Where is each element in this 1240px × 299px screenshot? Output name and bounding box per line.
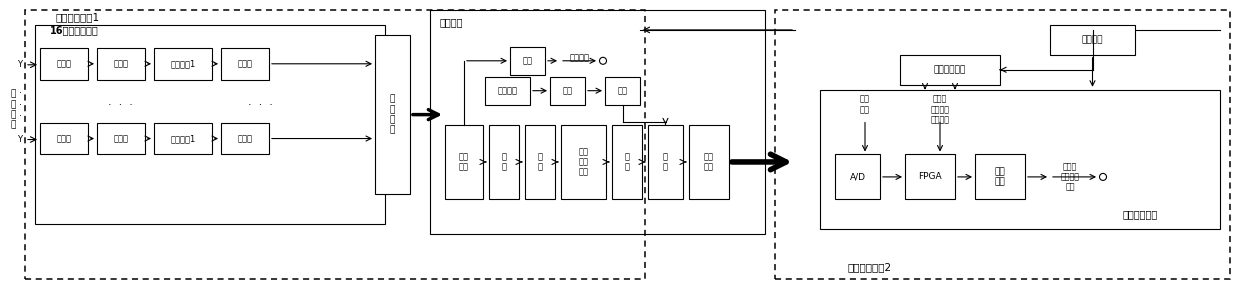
Bar xyxy=(97,48,145,80)
Bar xyxy=(510,47,546,75)
Bar xyxy=(775,10,1230,279)
Text: FPGA: FPGA xyxy=(918,173,942,181)
Text: 接
收
天
线: 接 收 天 线 xyxy=(10,89,16,130)
Text: 时钟分配模块: 时钟分配模块 xyxy=(934,65,966,74)
Text: 中频数字电路: 中频数字电路 xyxy=(1122,209,1158,219)
Text: 放
大: 放 大 xyxy=(537,152,543,172)
Text: ·  ·  ·: · · · xyxy=(248,100,273,110)
Bar xyxy=(485,77,529,105)
Text: 混
频: 混 频 xyxy=(663,152,668,172)
Bar xyxy=(40,48,88,80)
Text: 滤波器: 滤波器 xyxy=(57,134,72,143)
Bar xyxy=(649,125,683,199)
Bar xyxy=(154,123,212,155)
Bar xyxy=(430,10,765,234)
Bar xyxy=(97,123,145,155)
Text: 低噪放: 低噪放 xyxy=(238,134,253,143)
Bar xyxy=(835,155,880,199)
Text: 滤波器: 滤波器 xyxy=(57,59,72,68)
Text: 限幅器: 限幅器 xyxy=(114,134,129,143)
Text: ·  ·  ·: · · · xyxy=(108,100,133,110)
Bar xyxy=(560,125,606,199)
Bar xyxy=(613,125,642,199)
Text: 中频
滤波: 中频 滤波 xyxy=(704,152,714,172)
Bar xyxy=(154,48,212,80)
Text: 变频电路: 变频电路 xyxy=(440,17,464,27)
Bar xyxy=(221,123,269,155)
Text: 放
大: 放 大 xyxy=(625,152,630,172)
Text: 开关
滤波
器组: 开关 滤波 器组 xyxy=(579,147,589,177)
Text: 电源电路: 电源电路 xyxy=(1081,35,1104,44)
Bar xyxy=(445,125,484,199)
Bar xyxy=(1050,25,1135,55)
Text: 列
向
合
成: 列 向 合 成 xyxy=(389,94,396,135)
Bar xyxy=(221,48,269,80)
Text: 模拟接收模块1: 模拟接收模块1 xyxy=(55,12,99,22)
Bar xyxy=(25,10,645,279)
Text: Y: Y xyxy=(17,135,22,144)
Text: 光电
转换: 光电 转换 xyxy=(994,167,1006,187)
Text: 数控
衰减: 数控 衰减 xyxy=(459,152,469,172)
Text: A/D: A/D xyxy=(849,173,866,181)
Text: 数控衰减1: 数控衰减1 xyxy=(170,59,196,68)
Bar xyxy=(975,155,1025,199)
Text: 射频输出: 射频输出 xyxy=(570,53,590,62)
Bar xyxy=(489,125,520,199)
Text: 16通道前端电路: 16通道前端电路 xyxy=(50,25,99,35)
Bar xyxy=(551,77,585,105)
Text: 数控衰减1: 数控衰减1 xyxy=(170,134,196,143)
Text: ·
·
·: · · · xyxy=(19,88,21,121)
Text: 功
分: 功 分 xyxy=(501,152,506,172)
Text: Y: Y xyxy=(17,60,22,69)
Text: 低噪放: 低噪放 xyxy=(238,59,253,68)
Text: 放大: 放大 xyxy=(563,86,573,95)
Bar xyxy=(374,35,410,194)
Text: 限幅器: 限幅器 xyxy=(114,59,129,68)
Bar xyxy=(40,123,88,155)
Bar xyxy=(689,125,729,199)
Text: 滤波: 滤波 xyxy=(618,86,627,95)
Bar xyxy=(525,125,556,199)
Text: 光网络
数字中频
信号: 光网络 数字中频 信号 xyxy=(1060,162,1080,192)
Text: 数字接收模块2: 数字接收模块2 xyxy=(848,262,892,272)
Bar xyxy=(900,55,999,85)
Text: 时钟
信号: 时钟 信号 xyxy=(861,95,870,114)
Bar xyxy=(820,90,1220,229)
Bar xyxy=(605,77,640,105)
Text: 放大: 放大 xyxy=(522,56,532,65)
Bar xyxy=(35,25,384,224)
Text: 本振输入: 本振输入 xyxy=(497,86,517,95)
Bar xyxy=(905,155,955,199)
Text: 主触发
时钟信号
控制命令: 主触发 时钟信号 控制命令 xyxy=(930,95,950,124)
